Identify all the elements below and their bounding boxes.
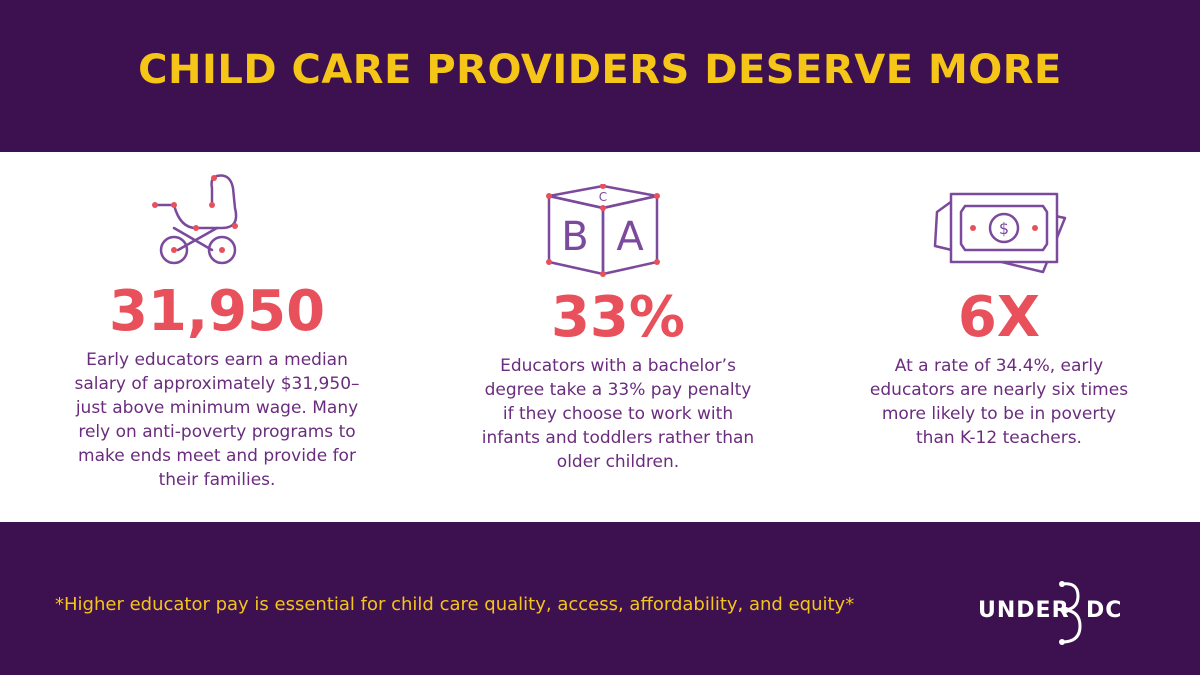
- stat-description: At a rate of 34.4%, early educators are …: [869, 356, 1129, 448]
- money-bill-icon: $: [933, 192, 1067, 274]
- abc-block-icon: C B A: [546, 184, 660, 277]
- stat-description: Early educators earn a median salary of …: [74, 350, 360, 490]
- dollar-symbol: $: [999, 219, 1009, 238]
- block-letter-right: A: [616, 214, 644, 260]
- logo-digit: 3: [1058, 578, 1059, 579]
- stat-number: 33%: [550, 285, 686, 350]
- block-letter-left: B: [561, 214, 588, 260]
- header-banner: CHILD CARE PROVIDERS DESERVE MORE: [0, 0, 1200, 152]
- footer-tagline: *Higher educator pay is essential for ch…: [55, 594, 855, 615]
- logo-word-under: UNDER: [978, 598, 1070, 623]
- stat-number: 31,950: [108, 279, 326, 344]
- stat-description: Educators with a bachelor’s degree take …: [481, 356, 755, 472]
- page-title: CHILD CARE PROVIDERS DESERVE MORE: [138, 47, 1062, 93]
- logo-three-icon: 3: [1058, 578, 1082, 645]
- stats-panel: 31,950 Early educators earn a median sal…: [0, 152, 1200, 522]
- logo-word-dc: DC: [1086, 598, 1123, 623]
- under3dc-logo: UNDER 3 DC: [978, 578, 1128, 648]
- stroller-icon: [152, 174, 238, 265]
- block-letter-top: C: [599, 190, 607, 204]
- stat-number: 6X: [957, 285, 1041, 350]
